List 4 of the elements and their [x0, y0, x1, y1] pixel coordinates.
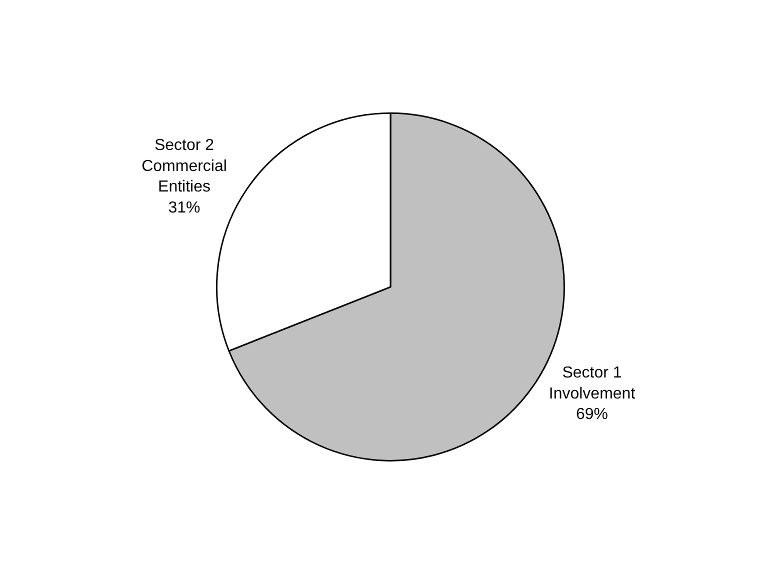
slice-label: Sector 2 Commercial Entities [142, 137, 227, 196]
data-label: 31% [168, 199, 200, 216]
data-label: 69% [576, 406, 608, 424]
slice-label: Sector 1 Involvement [548, 364, 636, 402]
